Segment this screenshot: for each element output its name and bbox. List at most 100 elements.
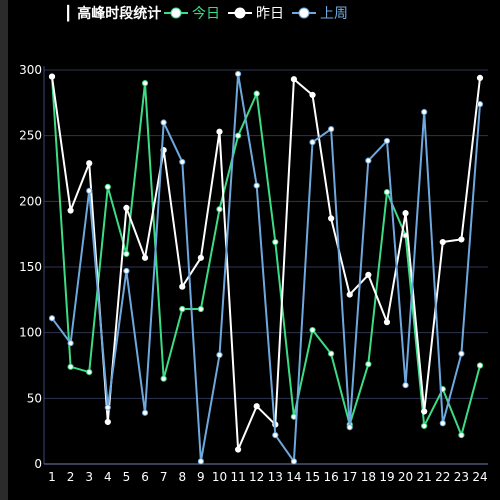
legend[interactable]: 今日 昨日 上周 [164,6,348,22]
x-tick-label: 11 [230,470,245,484]
x-tick-label: 10 [212,470,227,484]
legend-label: 今日 [192,6,220,22]
data-point [67,340,74,347]
y-tick-label: 0 [34,457,42,471]
data-point [458,350,465,357]
grid-lines [44,69,488,399]
x-tick-label: 6 [141,470,149,484]
legend-marker [234,7,246,19]
data-point [458,236,465,243]
x-tick-label: 20 [398,470,413,484]
data-point [141,409,149,416]
data-point [48,315,56,322]
data-point [86,187,93,194]
data-point [346,424,353,431]
data-point [383,137,391,145]
x-tick-label: 23 [454,470,469,484]
data-point [216,351,223,359]
data-point [383,189,391,196]
x-tick-label: 19 [379,470,394,484]
legend-marker [298,7,310,19]
x-tick-label: 21 [417,470,432,484]
x-tick-label: 24 [472,470,487,484]
data-point [253,90,260,97]
data-point [253,182,260,189]
data-point [328,126,335,133]
data-point [476,74,484,81]
legend-item[interactable]: 昨日 [228,6,284,22]
data-point [179,283,186,290]
series-lines [48,70,484,465]
x-tick-label: 4 [104,470,112,484]
data-point [439,238,446,246]
series-line [51,76,481,437]
legend-item[interactable]: 今日 [164,6,220,22]
x-tick-label: 3 [85,470,93,484]
data-point [86,160,93,167]
legend-item[interactable]: 上周 [292,6,348,22]
x-tick-label: 18 [361,470,376,484]
y-tick-label: 50 [27,391,42,405]
series-2 [48,73,484,453]
x-tick-label: 9 [197,470,205,484]
data-point [123,204,130,211]
data-point [272,432,279,439]
data-point [160,375,167,382]
data-point [458,432,465,439]
series-1 [48,73,484,439]
data-point [421,108,428,116]
data-point [67,363,74,370]
data-point [216,206,223,213]
data-point [402,382,409,389]
x-tick-label: 5 [123,470,131,484]
data-point [421,422,428,430]
x-tick-label: 8 [178,470,186,484]
chart-header: ┃ 高峰时段统计 今日 昨日 上周 [64,4,348,22]
data-point [179,305,186,313]
data-point [421,408,428,415]
data-point [290,458,298,465]
y-tick-label: 200 [19,194,42,208]
data-point [328,350,335,357]
data-point [160,119,167,126]
x-tick-label: 15 [305,470,320,484]
data-point [86,368,93,376]
data-point [365,157,372,164]
data-point [179,158,186,166]
legend-marker [170,7,182,19]
x-tick-label: 16 [323,470,338,484]
data-point [197,254,204,261]
series-line [51,76,481,451]
data-point [365,271,372,278]
data-point [439,420,446,427]
left-edge-bar [0,0,8,500]
x-tick-label: 12 [249,470,264,484]
data-point [123,267,130,275]
data-point [104,418,111,426]
data-point [67,207,74,214]
data-point [234,132,242,139]
data-point [328,215,335,222]
x-tick-label: 1 [48,470,56,484]
data-point [253,403,260,410]
y-tick-label: 250 [19,129,42,143]
x-tick-label: 14 [286,470,301,484]
x-tick-label: 7 [160,470,168,484]
legend-label: 昨日 [256,6,284,22]
y-tick-label: 150 [19,260,42,274]
data-point [383,319,391,326]
y-tick-label: 100 [19,326,42,340]
legend-label: 上周 [320,6,348,22]
data-point [216,128,223,135]
x-tick-label: 2 [67,470,75,484]
data-point [346,291,353,298]
data-point [290,76,298,83]
data-point [104,183,111,190]
data-point [123,250,130,257]
x-tick-label: 22 [435,470,450,484]
data-point [402,210,409,217]
data-point [365,361,372,368]
data-point [309,326,316,334]
